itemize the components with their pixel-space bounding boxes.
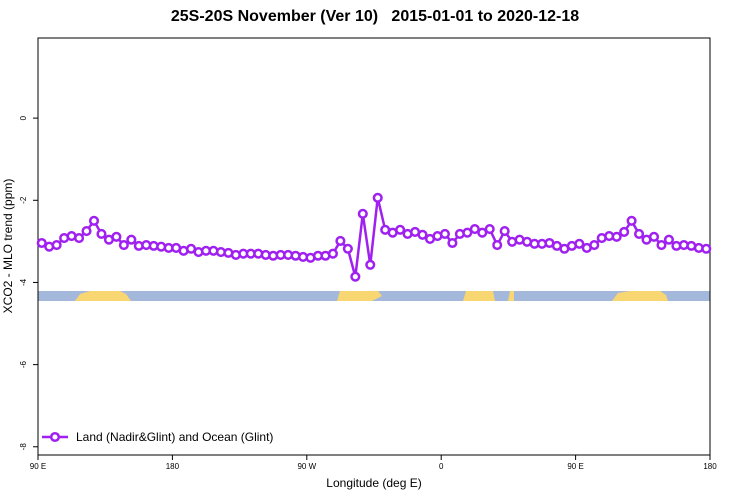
y-tick-label: 0 <box>19 115 28 120</box>
data-point <box>634 228 645 240</box>
data-point <box>81 226 92 237</box>
data-point <box>462 227 473 238</box>
x-tick-label: 90 W <box>297 462 316 471</box>
y-tick-label: -4 <box>19 278 28 286</box>
data-point <box>36 237 47 249</box>
data-point <box>88 215 100 226</box>
land-patch <box>463 291 495 301</box>
data-point <box>477 227 488 238</box>
data-point <box>626 215 637 226</box>
data-point <box>96 228 107 240</box>
data-point <box>335 235 346 247</box>
data-point <box>372 192 383 203</box>
x-tick-label: 180 <box>166 462 180 471</box>
x-tick-label: 180 <box>703 462 717 471</box>
data-point <box>484 223 495 235</box>
x-tick-label: 0 <box>439 462 444 471</box>
data-point <box>701 243 712 254</box>
land-ocean-strip <box>38 291 710 301</box>
data-point <box>619 226 630 237</box>
data-point <box>417 229 428 240</box>
data-point <box>574 238 585 249</box>
data-point <box>589 240 600 251</box>
legend: Land (Nadir&Glint) and Ocean (Glint) <box>42 430 273 444</box>
data-point <box>439 228 450 240</box>
data-point <box>395 224 406 235</box>
chart-title: 25S-20S November (Ver 10) 2015-01-01 to … <box>171 8 579 25</box>
data-point <box>51 240 62 251</box>
x-axis-label: Longitude (deg E) <box>326 476 421 490</box>
legend-label: Land (Nadir&Glint) and Ocean (Glint) <box>76 430 273 444</box>
data-point <box>648 231 660 242</box>
data-point <box>126 234 137 245</box>
y-tick-label: -8 <box>19 443 28 451</box>
data-point <box>111 231 122 242</box>
y-tick-label: -2 <box>19 196 28 204</box>
data-point <box>492 240 503 251</box>
data-point <box>350 271 361 282</box>
data-point <box>447 237 458 249</box>
land-patch <box>337 291 382 301</box>
data-point <box>611 231 622 242</box>
land-patch <box>612 291 668 301</box>
x-tick-label: 90 E <box>30 462 46 471</box>
y-tick-label: -6 <box>19 361 28 369</box>
data-point <box>74 233 85 244</box>
data-point <box>327 248 338 259</box>
legend-marker <box>49 431 61 443</box>
data-point <box>357 208 368 219</box>
data-point <box>656 240 667 251</box>
data-point <box>365 259 376 270</box>
data-point <box>469 223 480 235</box>
data-point <box>118 240 129 251</box>
data-point <box>342 243 353 254</box>
land-patch <box>508 291 514 301</box>
land-patch <box>75 291 131 301</box>
data-point <box>499 226 510 237</box>
x-tick-label: 90 E <box>567 462 583 471</box>
y-axis-label: XCO2 - MLO trend (ppm) <box>1 179 15 314</box>
data-point <box>663 234 674 245</box>
